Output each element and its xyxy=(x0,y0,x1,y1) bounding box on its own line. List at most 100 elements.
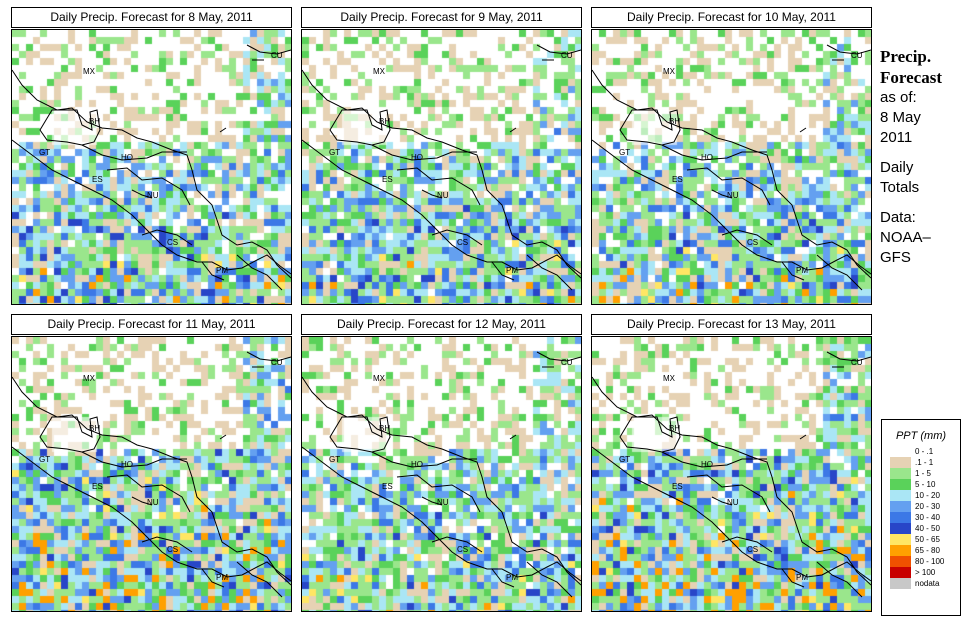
legend-item: 50 - 65 xyxy=(882,534,960,545)
label-es: ES xyxy=(382,175,393,184)
label-cu: CU xyxy=(271,358,283,367)
panel-title: Daily Precip. Forecast for 11 May, 2011 xyxy=(11,314,292,335)
legend-item: 20 - 30 xyxy=(882,501,960,512)
label-nu: NU xyxy=(147,191,159,200)
precip-map: MX CU BH GT HO ES NU CS PM xyxy=(11,29,292,305)
legend-swatch xyxy=(890,468,911,479)
label-pm: PM xyxy=(796,573,808,582)
legend-item: 65 - 80 xyxy=(882,545,960,556)
legend-item: nodata xyxy=(882,578,960,589)
label-cu: CU xyxy=(561,51,573,60)
legend-swatch xyxy=(890,567,911,578)
country-borders xyxy=(12,44,291,291)
legend-item: 80 - 100 xyxy=(882,556,960,567)
label-bh: BH xyxy=(669,117,681,126)
legend-item: 0 - .1 xyxy=(882,446,960,457)
legend-swatch xyxy=(890,446,911,457)
legend-item: .1 - 1 xyxy=(882,457,960,468)
label-gt: GT xyxy=(329,148,341,157)
legend-label: 1 - 5 xyxy=(915,469,932,478)
legend-label: .1 - 1 xyxy=(915,458,934,467)
label-ho: HO xyxy=(701,460,713,469)
label-cu: CU xyxy=(561,358,573,367)
panel-title: Daily Precip. Forecast for 8 May, 2011 xyxy=(11,7,292,28)
label-nu: NU xyxy=(727,498,739,507)
country-borders xyxy=(592,351,871,598)
forecast-panel: Daily Precip. Forecast for 11 May, 2011 … xyxy=(11,314,292,612)
label-es: ES xyxy=(92,175,103,184)
country-borders xyxy=(302,351,581,598)
label-cs: CS xyxy=(167,238,179,247)
legend-swatch xyxy=(890,457,911,468)
label-pm: PM xyxy=(506,266,518,275)
label-mx: MX xyxy=(373,67,385,76)
label-cu: CU xyxy=(851,358,863,367)
label-pm: PM xyxy=(216,266,228,275)
legend-label: 20 - 30 xyxy=(915,502,940,511)
precip-map: MX CU BH GT HO ES NU CS PM xyxy=(591,336,872,612)
label-pm: PM xyxy=(796,266,808,275)
sidebar-asof: as of: xyxy=(880,89,917,106)
legend-label: nodata xyxy=(915,579,940,588)
sidebar-date-2: 2011 xyxy=(880,129,913,146)
precip-raster xyxy=(592,30,871,304)
legend-item: 1 - 5 xyxy=(882,468,960,479)
legend-swatch xyxy=(890,556,911,567)
sidebar-title-1: Precip. xyxy=(880,47,932,66)
legend-swatch xyxy=(890,512,911,523)
legend-swatch xyxy=(890,479,911,490)
precip-map: MX CU BH GT HO ES NU CS PM xyxy=(591,29,872,305)
sidebar-date-1: 8 May xyxy=(880,109,921,126)
precip-legend: PPT (mm) 0 - .1 .1 - 1 1 - 5 5 - 10 10 - 20 2… xyxy=(881,419,961,616)
country-borders xyxy=(12,351,291,598)
legend-label: 65 - 80 xyxy=(915,546,940,555)
sidebar-source-2: NOAA– xyxy=(880,229,931,246)
label-bh: BH xyxy=(379,117,391,126)
precip-raster xyxy=(592,337,871,611)
panel-title: Daily Precip. Forecast for 9 May, 2011 xyxy=(301,7,582,28)
precip-raster xyxy=(302,30,581,304)
legend-item: 30 - 40 xyxy=(882,512,960,523)
label-gt: GT xyxy=(39,455,51,464)
sidebar-totals-1: Daily xyxy=(880,159,914,176)
legend-label: 5 - 10 xyxy=(915,480,936,489)
label-nu: NU xyxy=(727,191,739,200)
label-mx: MX xyxy=(663,374,675,383)
label-pm: PM xyxy=(506,573,518,582)
sidebar-title-2: Forecast xyxy=(880,68,942,87)
label-gt: GT xyxy=(619,455,631,464)
label-mx: MX xyxy=(83,67,95,76)
legend-swatch xyxy=(890,545,911,556)
legend-swatch xyxy=(890,501,911,512)
country-borders xyxy=(302,44,581,291)
precip-map: MX CU BH GT HO ES NU CS PM xyxy=(301,336,582,612)
label-es: ES xyxy=(92,482,103,491)
legend-swatch xyxy=(890,523,911,534)
sidebar-totals-2: Totals xyxy=(880,179,920,196)
legend-label: 80 - 100 xyxy=(915,557,945,566)
label-cu: CU xyxy=(271,51,283,60)
precip-map: MX CU BH GT HO ES NU CS PM xyxy=(11,336,292,612)
label-gt: GT xyxy=(619,148,631,157)
legend-item: 40 - 50 xyxy=(882,523,960,534)
label-es: ES xyxy=(672,482,683,491)
forecast-panel: Daily Precip. Forecast for 9 May, 2011 M… xyxy=(301,7,582,305)
label-bh: BH xyxy=(89,424,101,433)
legend-item: > 100 xyxy=(882,567,960,578)
panel-title: Daily Precip. Forecast for 10 May, 2011 xyxy=(591,7,872,28)
label-ho: HO xyxy=(411,153,423,162)
legend-label: 10 - 20 xyxy=(915,491,940,500)
label-es: ES xyxy=(672,175,683,184)
country-borders xyxy=(592,44,871,291)
legend-label: 0 - .1 xyxy=(915,447,934,456)
precip-raster xyxy=(302,337,581,611)
info-sidebar: Precip. Forecast as of: 8 May 2011 Daily… xyxy=(880,46,964,268)
label-gt: GT xyxy=(329,455,341,464)
sidebar-source-3: GFS xyxy=(880,249,911,266)
label-ho: HO xyxy=(121,153,133,162)
legend-item: 10 - 20 xyxy=(882,490,960,501)
legend-swatch xyxy=(890,490,911,501)
legend-label: 50 - 65 xyxy=(915,535,940,544)
legend-label: > 100 xyxy=(915,568,936,577)
label-es: ES xyxy=(382,482,393,491)
